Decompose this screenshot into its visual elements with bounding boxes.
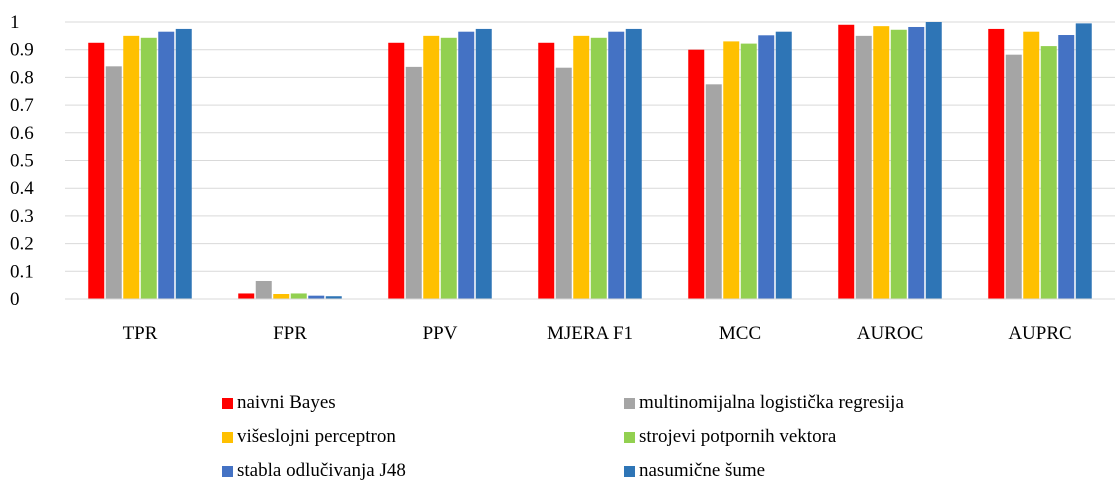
legend-swatch <box>624 397 635 409</box>
x-category-label: AUPRC <box>1008 323 1071 344</box>
bar <box>573 35 590 299</box>
legend-swatch <box>624 431 635 443</box>
bar <box>1075 23 1092 299</box>
bar <box>608 31 625 299</box>
bar <box>308 295 325 299</box>
bar <box>475 28 492 300</box>
y-tick-label: 0.4 <box>10 178 34 199</box>
y-tick-label: 0.1 <box>10 261 34 282</box>
bar <box>775 31 792 299</box>
bar <box>838 24 855 300</box>
legend-item: naivni Bayes <box>222 392 336 414</box>
bar <box>458 31 475 299</box>
y-axis-ticks: 0 0.1 0.2 0.3 0.4 0.5 0.6 0.7 0.8 0.9 1 <box>10 12 34 310</box>
x-category-label: FPR <box>273 323 307 344</box>
legend-swatch <box>222 465 233 477</box>
legend-label: naivni Bayes <box>237 392 336 413</box>
y-tick-label: 0.3 <box>10 206 34 227</box>
y-tick-label: 0.9 <box>10 40 34 61</box>
bar <box>88 42 105 300</box>
bar <box>908 26 925 300</box>
bar <box>1005 54 1022 299</box>
legend-label: višeslojni perceptron <box>237 426 396 447</box>
bar <box>105 66 122 299</box>
bar <box>1058 35 1075 299</box>
bar-chart: 0 0.1 0.2 0.3 0.4 0.5 0.6 0.7 0.8 0.9 1 TPR FPR PPV M… <box>10 12 1115 344</box>
y-tick-label: 0 <box>10 289 20 310</box>
bar <box>123 35 140 299</box>
x-axis-categories: TPR FPR PPV MJERA F1 MCC AUROC AUPRC <box>123 323 1072 344</box>
bar <box>705 84 722 299</box>
bar <box>140 37 157 299</box>
bar <box>158 31 175 299</box>
bar <box>555 67 572 299</box>
y-tick-label: 0.5 <box>10 151 34 172</box>
x-category-label: AUROC <box>857 323 924 344</box>
bar <box>175 28 192 300</box>
legend-label: nasumične šume <box>639 460 766 481</box>
legend-item: nasumične šume <box>624 460 765 482</box>
legend-item: multinomijalna logistička regresija <box>624 392 904 414</box>
bar <box>440 37 457 299</box>
legend-swatch <box>222 431 233 443</box>
legend-swatch <box>624 465 635 477</box>
bar <box>1040 46 1057 299</box>
y-tick-label: 0.7 <box>10 95 34 116</box>
bar <box>723 41 740 299</box>
legend-swatch <box>222 397 233 409</box>
bar <box>423 35 440 299</box>
bar <box>740 43 757 299</box>
legend-item: stabla odlučivanja J48 <box>222 460 406 482</box>
bar <box>855 35 872 299</box>
x-category-label: TPR <box>123 323 158 344</box>
gridlines <box>65 21 1115 272</box>
bar <box>538 42 555 300</box>
bar <box>273 294 290 299</box>
y-tick-label: 0.8 <box>10 67 34 88</box>
x-category-label: MCC <box>719 323 761 344</box>
bar <box>988 28 1005 300</box>
bar <box>1023 31 1040 299</box>
legend-label: stabla odlučivanja J48 <box>237 460 406 481</box>
legend-item: strojevi potpornih vektora <box>624 426 836 448</box>
legend: naivni Bayes multinomijalna logistička re… <box>0 388 1118 482</box>
legend-label: multinomijalna logistička regresija <box>639 392 904 413</box>
bar <box>255 280 272 299</box>
bar <box>325 296 342 299</box>
x-category-label: MJERA F1 <box>547 323 633 344</box>
bar <box>925 22 942 299</box>
legend-label: strojevi potpornih vektora <box>639 426 837 447</box>
bar <box>405 66 422 300</box>
bars <box>88 22 1092 300</box>
bar <box>290 293 307 299</box>
bar <box>890 29 907 299</box>
bar <box>590 37 607 299</box>
bar <box>388 42 405 300</box>
bar <box>625 28 642 300</box>
bar <box>688 49 705 300</box>
bar <box>873 26 890 300</box>
bar <box>758 35 775 300</box>
y-tick-label: 0.6 <box>10 123 34 144</box>
x-category-label: PPV <box>423 323 458 344</box>
y-tick-label: 0.2 <box>10 234 34 255</box>
bar <box>238 293 255 299</box>
y-tick-label: 1 <box>10 12 20 33</box>
legend-item: višeslojni perceptron <box>222 426 396 448</box>
